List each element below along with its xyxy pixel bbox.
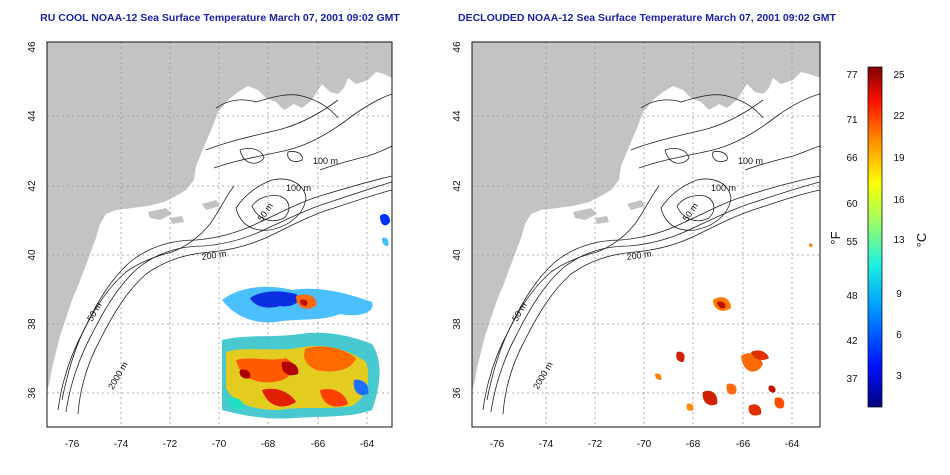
y-tick-label: 42 — [27, 180, 38, 192]
x-tick-label: -72 — [163, 439, 178, 450]
contour-label: 100 m — [738, 156, 763, 166]
map-area-cloudy: 100 m 100 m 50 m 200 m 50 m 2000 m — [47, 42, 392, 427]
colorbar-c-tick: 25 — [893, 70, 905, 81]
y-tick-label: 38 — [27, 318, 38, 330]
y-axis-ticks: 36 38 40 42 44 46 — [452, 41, 463, 399]
sst-data-patches — [222, 214, 390, 419]
colorbar-f-tick: 66 — [846, 153, 858, 164]
contour-label: 50 m — [85, 301, 104, 323]
colorbar-c-tick: 3 — [896, 371, 902, 382]
map-panel-declouded: DECLOUDED NOAA-12 Sea Surface Temperatur… — [452, 12, 837, 450]
x-tick-label: -64 — [360, 439, 375, 450]
colorbar: 77 71 66 60 55 48 42 37 25 22 19 16 13 9… — [828, 66, 929, 408]
y-axis-ticks: 36 38 40 42 44 46 — [27, 41, 38, 399]
x-tick-label: -70 — [637, 439, 652, 450]
contour-label: 50 m — [255, 201, 275, 223]
contour-label: 50 m — [510, 301, 529, 323]
y-tick-label: 42 — [452, 180, 463, 192]
colorbar-c-ticks: 25 22 19 16 13 9 6 3 — [893, 70, 905, 382]
x-tick-label: -76 — [65, 439, 80, 450]
contour-label: 200 m — [201, 249, 227, 262]
y-tick-label: 44 — [452, 110, 463, 122]
colorbar-f-tick: 48 — [846, 291, 858, 302]
x-axis-ticks: -76 -74 -72 -70 -68 -66 -64 — [65, 439, 375, 450]
map-area-declouded: 100 m 100 m 50 m 200 m 50 m 2000 m — [472, 42, 820, 427]
contour-label: 2000 m — [531, 360, 555, 391]
sst-data-patches — [655, 243, 813, 416]
x-tick-label: -68 — [686, 439, 701, 450]
colorbar-c-label: °C — [914, 233, 929, 248]
x-tick-label: -66 — [736, 439, 751, 450]
colorbar-f-label: °F — [828, 231, 843, 244]
contour-label: 100 m — [711, 183, 736, 193]
contour-label: 100 m — [313, 156, 338, 166]
x-tick-label: -76 — [490, 439, 505, 450]
colorbar-f-tick: 60 — [846, 199, 858, 210]
x-tick-label: -66 — [311, 439, 326, 450]
x-tick-label: -74 — [539, 439, 554, 450]
colorbar-c-tick: 22 — [893, 111, 905, 122]
colorbar-c-tick: 13 — [893, 235, 905, 246]
colorbar-c-tick: 16 — [893, 195, 905, 206]
y-tick-label: 38 — [452, 318, 463, 330]
contour-label: 100 m — [286, 183, 311, 193]
panel-title-declouded: DECLOUDED NOAA-12 Sea Surface Temperatur… — [458, 12, 837, 24]
land-mass — [472, 42, 820, 392]
x-tick-label: -74 — [114, 439, 129, 450]
bathymetry-contours — [482, 93, 820, 415]
y-tick-label: 40 — [452, 249, 463, 261]
colorbar-f-tick: 42 — [846, 336, 858, 347]
colorbar-c-tick: 9 — [896, 289, 902, 300]
contour-label: 50 m — [680, 201, 700, 223]
colorbar-f-tick: 71 — [846, 115, 858, 126]
x-tick-label: -70 — [212, 439, 227, 450]
y-tick-label: 46 — [27, 41, 38, 53]
colorbar-f-tick: 37 — [846, 374, 858, 385]
x-tick-label: -72 — [588, 439, 603, 450]
colorbar-c-tick: 6 — [896, 330, 902, 341]
colorbar-f-tick: 77 — [846, 70, 858, 81]
panel-title-cloudy: RU COOL NOAA-12 Sea Surface Temperature … — [40, 12, 400, 24]
x-tick-label: -68 — [261, 439, 276, 450]
y-tick-label: 40 — [27, 249, 38, 261]
contour-label: 200 m — [626, 249, 652, 262]
colorbar-f-tick: 55 — [846, 237, 858, 248]
colorbar-gradient — [867, 66, 883, 408]
x-axis-ticks: -76 -74 -72 -70 -68 -66 -64 — [490, 439, 800, 450]
colorbar-f-ticks: 77 71 66 60 55 48 42 37 — [846, 70, 858, 385]
y-tick-label: 36 — [452, 387, 463, 399]
x-tick-label: -64 — [785, 439, 800, 450]
land-mass — [47, 42, 392, 392]
y-tick-label: 36 — [27, 387, 38, 399]
bathymetry-contours — [57, 93, 392, 415]
map-panel-cloudy: RU COOL NOAA-12 Sea Surface Temperature … — [27, 12, 400, 450]
contour-label: 2000 m — [106, 360, 130, 391]
colorbar-c-tick: 19 — [893, 153, 905, 164]
y-tick-label: 44 — [27, 110, 38, 122]
y-tick-label: 46 — [452, 41, 463, 53]
